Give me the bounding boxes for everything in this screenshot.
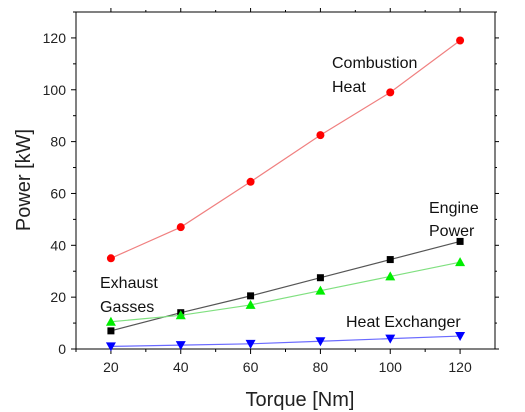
annotation-combustion-heat: Combustion Heat xyxy=(332,55,422,96)
x-tick-label: 120 xyxy=(448,359,472,375)
y-tick-label: 40 xyxy=(50,237,66,253)
data-point xyxy=(455,257,466,267)
x-tick-label: 40 xyxy=(173,359,189,375)
data-point xyxy=(315,337,326,347)
data-point xyxy=(385,271,396,281)
y-tick-label: 20 xyxy=(50,289,66,305)
data-point xyxy=(316,274,324,282)
data-point xyxy=(175,341,186,351)
x-tick-label: 80 xyxy=(313,359,329,375)
data-point xyxy=(245,299,256,309)
data-point xyxy=(245,339,256,349)
annotation-line: Power xyxy=(429,223,475,240)
annotation-engine-power: Engine Power xyxy=(429,200,483,240)
data-point xyxy=(316,131,325,140)
data-point xyxy=(455,332,466,342)
annotation-line: Gasses xyxy=(100,299,154,316)
annotation-line: Engine xyxy=(429,200,479,217)
y-axis-title: Power [kW] xyxy=(13,129,35,231)
y-tick-label: 0 xyxy=(58,341,66,357)
data-point xyxy=(107,327,115,335)
data-point xyxy=(105,316,116,326)
series-line-engine-power xyxy=(110,240,461,332)
annotation-line: Heat xyxy=(332,79,366,96)
series-line-exhaust-gasses xyxy=(110,261,461,323)
y-tick-label: 120 xyxy=(43,30,67,46)
data-point xyxy=(386,256,394,264)
series-combustion-heat xyxy=(106,36,465,263)
y-tick-label: 60 xyxy=(50,185,66,201)
annotation-line: Exhaust xyxy=(100,275,158,292)
data-point xyxy=(456,237,464,245)
data-point xyxy=(456,36,465,45)
x-tick-label: 60 xyxy=(243,359,259,375)
annotation-line: Heat Exchanger xyxy=(346,314,461,331)
data-point xyxy=(247,292,255,300)
ticks: 20 40 60 80 100 120 0 20 40 60 80 100 120 xyxy=(43,8,499,375)
annotation-heat-exchanger: Heat Exchanger xyxy=(346,314,461,331)
data-point xyxy=(385,334,396,344)
series-line-heat-exchanger xyxy=(110,335,461,348)
data-point xyxy=(106,254,115,263)
series-exhaust-gasses xyxy=(105,257,466,326)
data-point xyxy=(246,177,255,186)
data-point xyxy=(315,285,326,295)
y-tick-label: 100 xyxy=(43,82,67,98)
data-point xyxy=(176,223,185,232)
x-tick-label: 100 xyxy=(379,359,403,375)
annotation-line: Combustion xyxy=(332,55,417,72)
annotation-exhaust-gasses: Exhaust Gasses xyxy=(100,275,162,316)
series-layer xyxy=(105,36,466,352)
data-point xyxy=(105,342,116,352)
x-tick-label: 20 xyxy=(103,359,119,375)
series-line-combustion-heat xyxy=(110,40,461,259)
data-point xyxy=(386,88,395,97)
series-heat-exchanger xyxy=(105,332,466,352)
data-point xyxy=(175,310,186,320)
y-tick-label: 80 xyxy=(50,134,66,150)
x-axis-title: Torque [Nm] xyxy=(246,389,355,411)
